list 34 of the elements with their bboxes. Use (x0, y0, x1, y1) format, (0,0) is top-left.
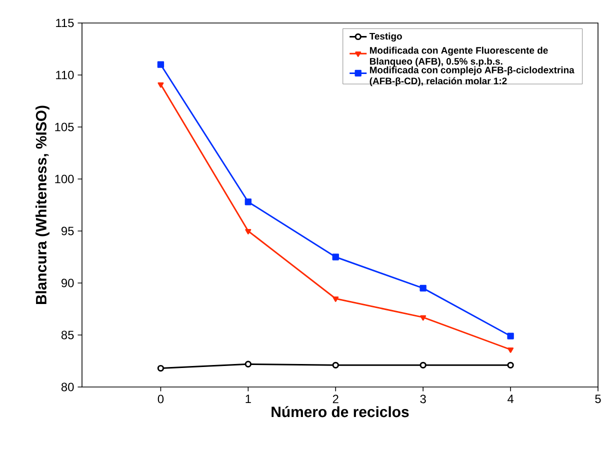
point (244, 360, 252, 368)
x-axis-title: Número de reciclos (272, 406, 409, 418)
y-tick-label: 105 (55, 122, 74, 132)
legend-label: Modificada con Agente Fluorescente de Blanqueo (AFB), 0.5% s.p.b.s. (370, 46, 548, 67)
y-tick-label: 110 (56, 70, 74, 80)
y-tick-label: 95 (61, 226, 74, 236)
point (420, 315, 426, 321)
x-tick-label: 5 (595, 394, 601, 404)
point (157, 364, 164, 372)
y-tick-label: 100 (55, 174, 74, 184)
y-tick-label: 90 (61, 278, 74, 288)
point (508, 348, 514, 353)
point (332, 254, 339, 260)
x-tick-label: 4 (508, 394, 514, 403)
point (332, 296, 339, 302)
point (507, 362, 514, 368)
point (507, 332, 514, 340)
y-axis-title: Blancura (Whiteness, %ISO) (36, 106, 50, 304)
point (420, 362, 426, 368)
point (420, 284, 426, 292)
legend-label: Testigo (369, 32, 402, 42)
point (158, 82, 164, 88)
point (157, 61, 164, 68)
x-tick-label: 1 (246, 394, 251, 403)
y-tick-label: 80 (61, 382, 74, 392)
legend-label: Modificada con complejo AFB-β-ciclodextrina (AFB-β-CD), relación molar 1:2 (370, 66, 574, 86)
x-tick-label: 2 (332, 394, 338, 404)
y-tick-label: 85 (61, 330, 74, 340)
x-tick-label: 0 (158, 394, 164, 404)
point (245, 228, 252, 234)
point (244, 198, 252, 206)
y-tick-label: 115 (56, 18, 74, 28)
x-tick-label: 3 (420, 394, 426, 404)
point (332, 362, 339, 368)
